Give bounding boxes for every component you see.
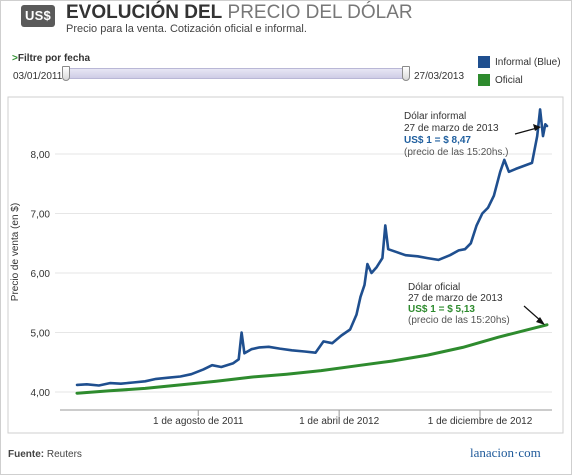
grid-lines — [55, 153, 552, 393]
annotation-oficial-title: Dólar oficial — [408, 282, 460, 293]
filter-label: >Filtre por fecha — [12, 53, 90, 64]
annotation-informal-arrow — [514, 127, 538, 135]
brand-logo[interactable]: lanacion·com — [470, 445, 541, 460]
annotation-oficial-value: US$ 1 = $ 5,13 — [408, 304, 475, 315]
y-axis-label-group: Precio de venta (en $) — [10, 203, 21, 301]
annotation-oficial-arrowhead — [536, 317, 545, 325]
filter-label-text: Filtre por fecha — [17, 53, 91, 64]
legend-swatch-informal — [478, 56, 490, 68]
source-note: Fuente: Reuters — [8, 449, 82, 460]
legend-swatch-oficial — [478, 74, 490, 86]
source-value: Reuters — [46, 449, 82, 460]
series-group — [75, 108, 549, 395]
slider-handle-start[interactable] — [62, 66, 70, 81]
plot-panel — [7, 96, 564, 434]
page-title: EVOLUCIÓN DEL PRECIO DEL DÓLAR — [66, 2, 413, 24]
y-tick-label: 5,00 — [31, 329, 51, 340]
y-tick-label: 7,00 — [31, 210, 51, 221]
annotation-oficial: Dólar oficial 27 de marzo de 2013 US$ 1 … — [408, 282, 510, 326]
title-bold: EVOLUCIÓN DEL — [66, 2, 223, 23]
source-label: Fuente: — [8, 449, 45, 460]
filter-end-date: 27/03/2013 — [414, 71, 465, 82]
x-tick-label: 1 de agosto de 2011 — [153, 416, 244, 427]
filter-start-date: 03/01/2011 — [13, 71, 63, 82]
annotation-informal-title: Dólar informal — [404, 111, 466, 122]
annotation-oficial-date: 27 de marzo de 2013 — [408, 293, 503, 304]
legend-label-informal: Informal (Blue) — [495, 57, 561, 68]
legend-item-oficial[interactable]: Oficial — [478, 74, 523, 88]
x-tick-label: 1 de diciembre de 2012 — [428, 416, 533, 427]
series-line-oficial — [75, 323, 549, 395]
currency-badge: US$ — [21, 5, 55, 27]
series-line-informal — [75, 108, 549, 387]
y-tick-label: 8,00 — [31, 150, 51, 161]
page-subtitle: Precio para la venta. Cotización oficial… — [66, 23, 307, 35]
annotation-informal: Dólar informal 27 de marzo de 2013 US$ 1… — [404, 111, 509, 158]
annotation-informal-arrowhead — [533, 124, 541, 131]
x-tick-label: 1 de abril de 2012 — [299, 416, 380, 427]
y-tick-label: 4,00 — [31, 388, 51, 399]
slider-handle-end[interactable] — [402, 66, 410, 81]
legend-label-oficial: Oficial — [495, 75, 523, 86]
y-axis-ticks: 4,00 5,00 6,00 7,00 8,00 — [31, 150, 51, 399]
y-tick-label: 6,00 — [31, 269, 51, 280]
annotation-informal-date: 27 de marzo de 2013 — [404, 123, 499, 134]
annotation-oficial-note: (precio de las 15:20hs) — [408, 315, 510, 326]
legend-item-informal[interactable]: Informal (Blue) — [478, 56, 561, 70]
filter-arrow-icon: > — [12, 53, 18, 64]
annotation-oficial-arrow — [523, 305, 542, 322]
title-light: PRECIO DEL DÓLAR — [227, 2, 413, 23]
y-axis-label: Precio de venta (en $) — [10, 203, 21, 301]
annotation-informal-note: (precio de las 15:20hs.) — [404, 147, 509, 158]
x-axis-ticks: 1 de agosto de 2011 1 de abril de 2012 1 d… — [153, 410, 533, 427]
annotation-informal-value: US$ 1 = $ 8,47 — [404, 135, 471, 146]
